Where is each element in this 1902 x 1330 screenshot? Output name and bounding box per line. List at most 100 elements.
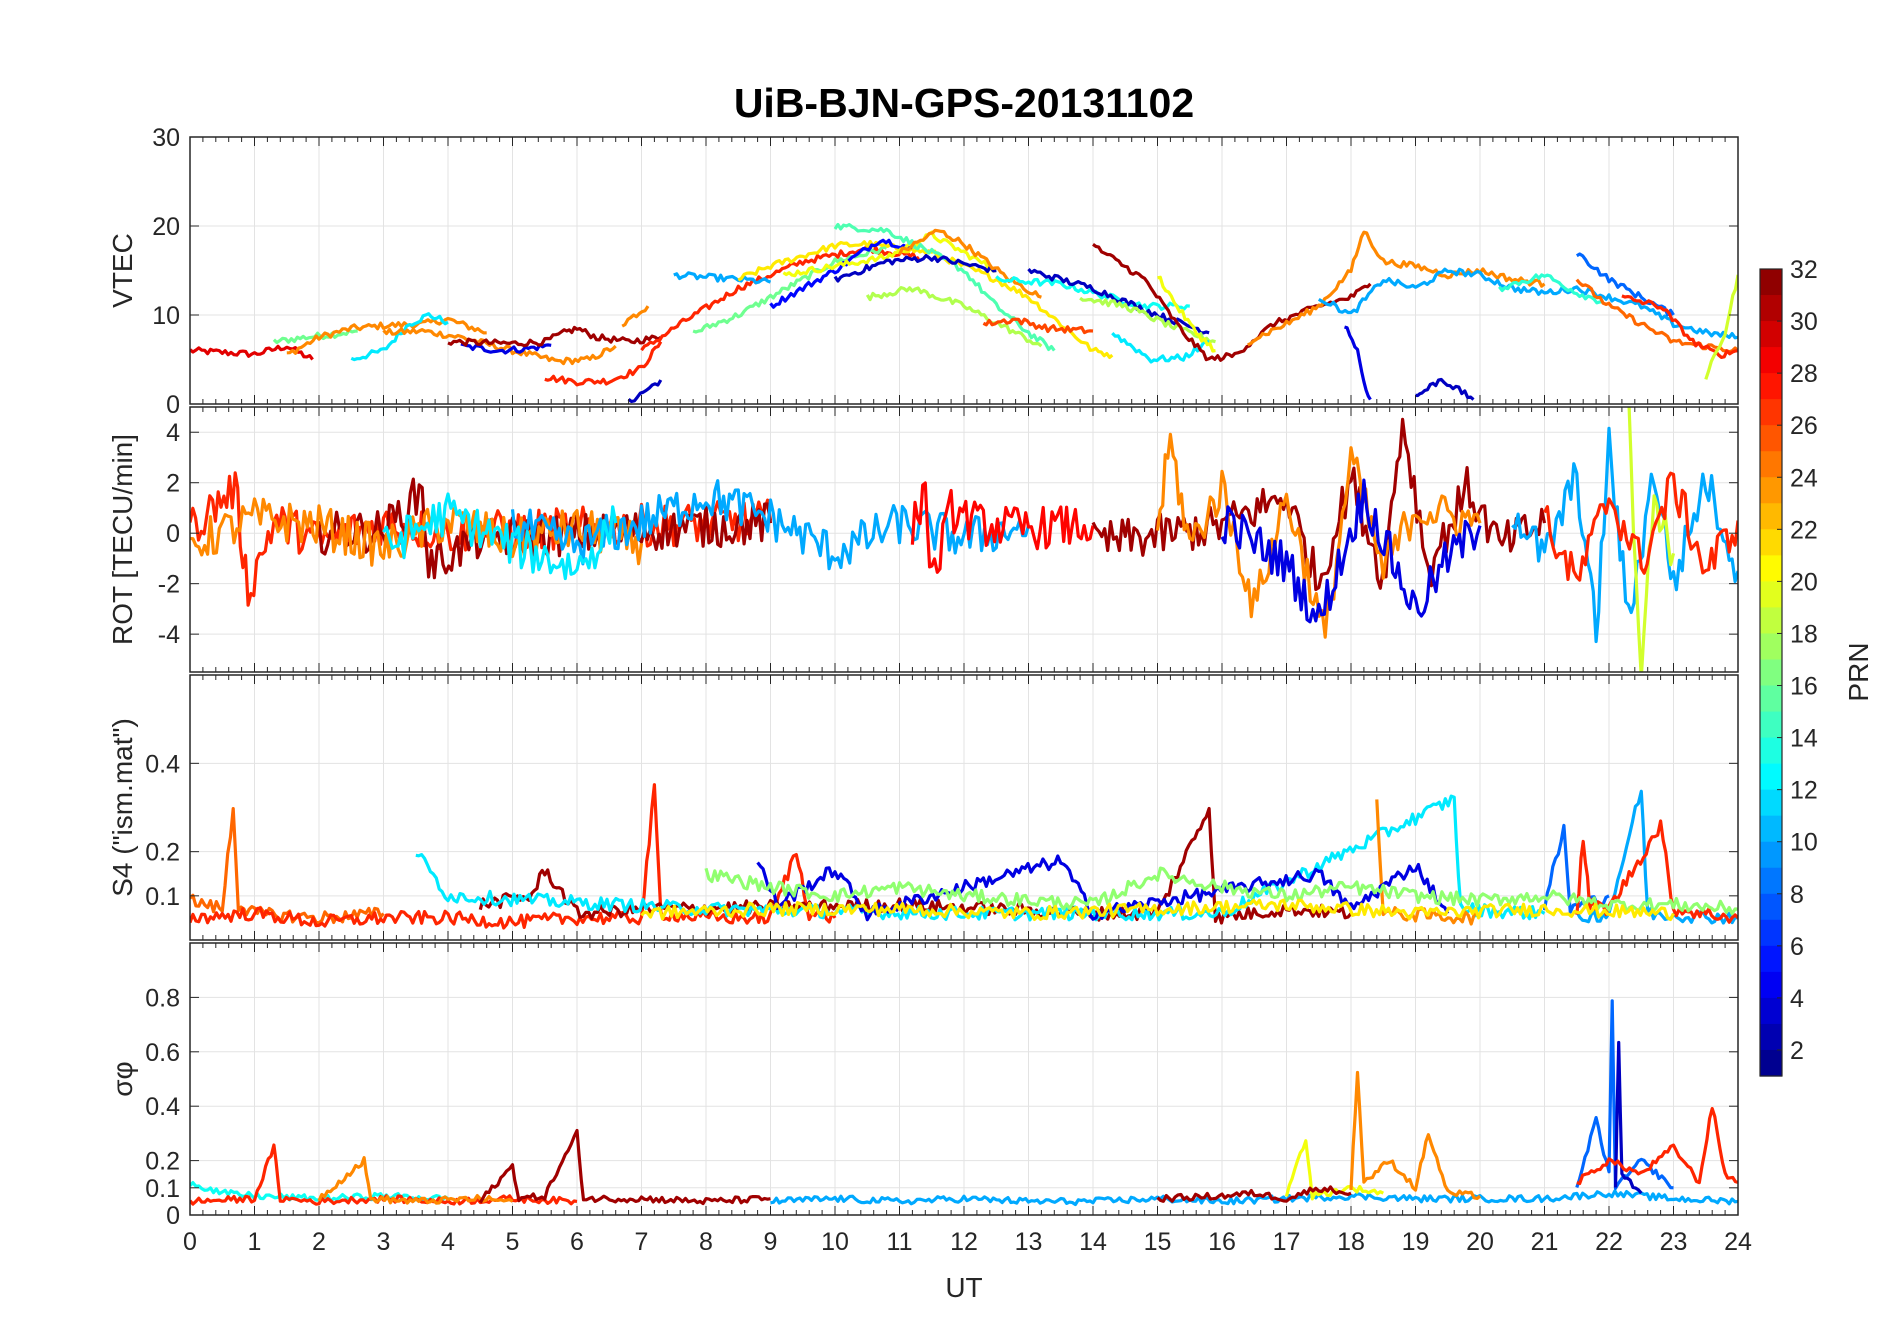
- series-line-prn-24: [382, 327, 617, 366]
- colorbar-tick-label: 24: [1790, 464, 1818, 492]
- x-axis-label: UT: [945, 1272, 982, 1303]
- panel-vtec: 0 10 20 30 VTEC: [107, 124, 1739, 419]
- y-tick-label: -2: [158, 571, 180, 599]
- colorbar-swatch: [1760, 451, 1782, 478]
- x-tick-label: 12: [950, 1228, 978, 1256]
- y-axis-label: ROT [TECU/min]: [107, 434, 138, 645]
- colorbar-label: PRN: [1843, 642, 1874, 701]
- colorbar-tick-label: 8: [1790, 881, 1804, 909]
- series-line-prn-4: [1344, 325, 1372, 401]
- colorbar-tick-label: 16: [1790, 673, 1818, 701]
- x-tick-label: 3: [377, 1228, 391, 1256]
- y-tick-label: 0.2: [145, 1148, 180, 1176]
- series-line-prn-21: [737, 239, 1114, 359]
- y-tick-label: 0: [166, 391, 180, 419]
- series-line-prn-4: [1220, 478, 1482, 624]
- series-line-prn-31: [317, 477, 773, 580]
- series-line-prn-31: [447, 325, 662, 348]
- colorbar-swatch: [1760, 737, 1782, 765]
- series-line-prn-12: [415, 794, 1546, 922]
- y-tick-label: 0.6: [145, 1039, 180, 1067]
- x-tick-label: 7: [635, 1228, 649, 1256]
- y-tick-label: 0.4: [145, 1093, 180, 1121]
- series-line-prn-10: [673, 271, 772, 285]
- y-tick-label: 20: [152, 213, 180, 241]
- series-line-prn-4: [756, 854, 1450, 922]
- colorbar-swatch: [1760, 321, 1782, 348]
- series-line-prn-24: [1349, 1070, 1482, 1201]
- series-line-prn-19: [1704, 274, 1738, 380]
- series-line-prn-31: [1091, 417, 1547, 592]
- x-tick-label: 24: [1724, 1228, 1752, 1256]
- panel-sigma_phi: 00.10.2 0.4 0.6 0.8 σφ: [107, 942, 1739, 1230]
- colorbar-swatch: [1760, 503, 1782, 530]
- series-line-prn-14: [1498, 273, 1603, 305]
- series-line-prn-3: [833, 254, 997, 283]
- series-line-prn-12: [350, 312, 449, 362]
- x-tick-label: 2: [312, 1228, 326, 1256]
- y-tick-label: 0: [166, 520, 180, 548]
- y-tick-label: 10: [152, 302, 180, 330]
- series-line-prn-31: [478, 1128, 771, 1206]
- colorbar-swatch: [1760, 425, 1782, 452]
- x-tick-label: 14: [1079, 1228, 1107, 1256]
- y-tick-label: 4: [166, 419, 180, 447]
- series-group: [190, 407, 1738, 672]
- y-tick-label: 0.4: [145, 750, 180, 778]
- colorbar-tick-label: 10: [1790, 829, 1818, 857]
- colorbar-swatch: [1760, 399, 1782, 426]
- colorbar-tick-label: 14: [1790, 725, 1818, 753]
- colorbar-tick-label: 4: [1790, 985, 1804, 1013]
- series-line-prn-27: [544, 340, 663, 387]
- x-tick-label: 21: [1531, 1228, 1559, 1256]
- series-line-prn-3: [1613, 1040, 1643, 1195]
- series-line-prn-12: [1111, 331, 1210, 364]
- x-axis: 0 1 2 3 4 5 6 7 8 9 10 11 12 13 14 15 16 17 18 19 20 21 22 23 24: [183, 1228, 1752, 1256]
- x-tick-label: 5: [506, 1228, 520, 1256]
- colorbar-swatch: [1760, 477, 1782, 504]
- y-tick-label: 0.1: [145, 883, 180, 911]
- series-line-prn-8: [1575, 999, 1674, 1190]
- x-tick-label: 1: [248, 1228, 262, 1256]
- y-tick-label: 30: [152, 124, 180, 152]
- colorbar-tick-label: 2: [1790, 1037, 1804, 1065]
- y-axis-label: VTEC: [107, 233, 138, 308]
- series-line-prn-3: [1415, 377, 1475, 401]
- colorbar-frame: [1759, 268, 1783, 1077]
- series-line-prn-18: [865, 286, 1043, 348]
- colorbar-swatch: [1760, 841, 1782, 869]
- series-line-prn-24: [621, 305, 650, 328]
- series-line-prn-26: [982, 317, 1094, 335]
- x-tick-label: 9: [764, 1228, 778, 1256]
- x-tick-label: 6: [570, 1228, 584, 1256]
- colorbar-tick-label: 6: [1790, 933, 1804, 961]
- series-line-prn-3: [627, 379, 663, 404]
- colorbar-tick-label: 26: [1790, 412, 1818, 440]
- series-line-prn-24: [286, 316, 487, 355]
- x-tick-label: 4: [441, 1228, 455, 1256]
- series-line-prn-20: [782, 230, 997, 278]
- colorbar-swatch: [1760, 373, 1782, 400]
- series-line-prn-4: [460, 342, 552, 355]
- series-line-prn-27: [1575, 819, 1738, 924]
- y-tick-label: 0.1: [145, 1175, 180, 1203]
- colorbar-swatch: [1760, 633, 1782, 661]
- y-tick-label: 2: [166, 470, 180, 498]
- x-tick-label: 23: [1660, 1228, 1688, 1256]
- x-tick-label: 10: [821, 1228, 849, 1256]
- colorbar-tick-label: 12: [1790, 777, 1818, 805]
- colorbar-swatch: [1760, 867, 1782, 895]
- colorbar-swatch: [1760, 555, 1782, 582]
- series-line-prn-24: [898, 228, 1042, 299]
- colorbar-swatch: [1760, 789, 1782, 817]
- x-tick-label: 13: [1015, 1228, 1043, 1256]
- series-group: [190, 783, 1738, 930]
- series-line-prn-27: [1576, 1107, 1738, 1186]
- series-line-prn-28: [910, 481, 1095, 574]
- series-line-prn-10: [1317, 267, 1738, 340]
- x-tick-label: 20: [1466, 1228, 1494, 1256]
- y-tick-label: 0.2: [145, 839, 180, 867]
- series-line-prn-20: [1157, 275, 1216, 353]
